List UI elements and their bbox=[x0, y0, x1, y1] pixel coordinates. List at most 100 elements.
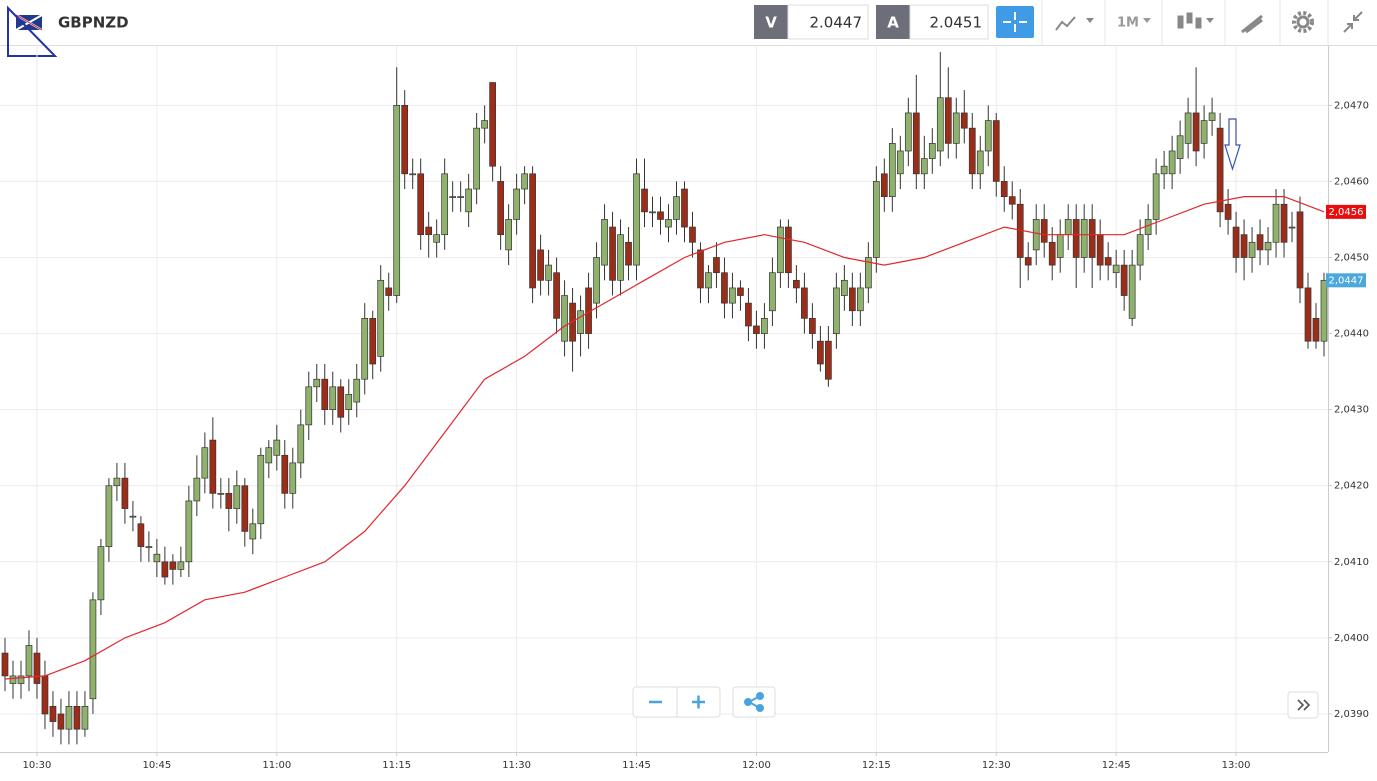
candle-body bbox=[73, 706, 81, 730]
candle-body bbox=[481, 120, 488, 129]
candle-body bbox=[912, 112, 920, 175]
candle-body bbox=[521, 173, 528, 190]
candle-body bbox=[161, 561, 169, 578]
candle-body bbox=[737, 287, 744, 296]
candle-body bbox=[121, 477, 129, 509]
candle-body bbox=[313, 378, 321, 388]
candle-body bbox=[880, 173, 888, 197]
candle-body bbox=[1120, 264, 1128, 296]
candle-body bbox=[345, 394, 353, 411]
candle-body bbox=[1272, 203, 1280, 243]
candle-body bbox=[625, 241, 632, 266]
price-tag-label: 2,0456 bbox=[1329, 207, 1364, 218]
candle-body bbox=[153, 553, 161, 563]
candle-body bbox=[1048, 241, 1056, 266]
candle-body bbox=[1184, 112, 1192, 144]
candle-body bbox=[417, 173, 425, 236]
bid-label: V bbox=[765, 14, 777, 32]
collapse-button[interactable] bbox=[1343, 11, 1363, 33]
candle-body bbox=[185, 500, 193, 563]
timeframe[interactable]: 1M bbox=[1117, 16, 1139, 31]
candle-body bbox=[976, 150, 984, 175]
candle-body bbox=[593, 257, 600, 304]
draw-tool-button[interactable] bbox=[1241, 14, 1263, 34]
candle-body bbox=[777, 226, 784, 274]
candle-body bbox=[209, 439, 217, 494]
grid bbox=[0, 46, 1328, 752]
candle-style-button[interactable] bbox=[1177, 12, 1214, 29]
candle-body bbox=[201, 447, 209, 479]
candle-body bbox=[457, 196, 465, 198]
candle-body bbox=[1040, 219, 1048, 243]
candle-body bbox=[904, 112, 912, 152]
candle-body bbox=[936, 97, 944, 152]
candle-body bbox=[1208, 112, 1216, 121]
candle-body bbox=[1216, 127, 1224, 213]
flag-icon bbox=[15, 14, 43, 31]
candle-body bbox=[928, 143, 936, 159]
header-bar bbox=[0, 0, 1377, 45]
candle-body bbox=[305, 386, 313, 426]
drawing-tool-corner[interactable] bbox=[7, 5, 58, 57]
candle-body bbox=[960, 112, 968, 129]
candle-body bbox=[369, 318, 377, 365]
candle-body bbox=[1256, 234, 1264, 251]
candle-body bbox=[505, 219, 512, 251]
candle-body bbox=[401, 104, 409, 175]
candle-body bbox=[673, 196, 680, 220]
candle-body bbox=[1160, 165, 1168, 175]
candle-body bbox=[1128, 264, 1136, 319]
candle-body bbox=[896, 150, 904, 175]
zoom-in-button[interactable] bbox=[692, 695, 705, 709]
candle-body bbox=[249, 523, 257, 540]
candle-body bbox=[1192, 112, 1200, 152]
x-tick-label: 12:45 bbox=[1102, 760, 1131, 771]
candle-body bbox=[801, 287, 808, 319]
candle-body bbox=[545, 264, 552, 281]
candle-body bbox=[872, 181, 880, 258]
candle-body bbox=[617, 234, 624, 281]
candle-body bbox=[377, 279, 385, 357]
candle-body bbox=[721, 272, 728, 304]
candle-body bbox=[713, 257, 720, 274]
candle-body bbox=[952, 112, 960, 144]
ask-box bbox=[909, 4, 989, 40]
candle-body bbox=[433, 234, 441, 243]
candle-body bbox=[1288, 226, 1296, 229]
candle-body bbox=[968, 127, 976, 175]
candle-body bbox=[1168, 150, 1176, 175]
symbol: GBPNZD bbox=[58, 14, 129, 32]
x-tick-label: 13:00 bbox=[1222, 760, 1251, 771]
candle-body bbox=[9, 675, 17, 684]
scroll-end-button[interactable] bbox=[1297, 699, 1311, 711]
candle-body bbox=[1232, 226, 1240, 258]
candle-body bbox=[105, 485, 113, 547]
candle-body bbox=[809, 318, 816, 334]
candle-body bbox=[785, 226, 792, 274]
x-tick-label: 11:30 bbox=[502, 760, 531, 771]
crosshair-button[interactable] bbox=[996, 6, 1034, 38]
sell-arrow bbox=[1224, 118, 1241, 172]
candle-body bbox=[233, 485, 241, 509]
candle-body bbox=[465, 188, 472, 213]
candle-body bbox=[577, 310, 584, 334]
candle-body bbox=[857, 287, 864, 312]
x-tick-label: 11:45 bbox=[622, 760, 651, 771]
price-tag bbox=[1326, 273, 1366, 288]
y-tick-label: 2,0450 bbox=[1334, 252, 1369, 263]
candle-body bbox=[25, 645, 33, 677]
x-tick-label: 12:00 bbox=[742, 760, 771, 771]
candle-body bbox=[793, 279, 800, 289]
candle-body bbox=[1176, 135, 1184, 159]
chart-type-button[interactable] bbox=[1055, 16, 1094, 31]
candle-body bbox=[41, 675, 49, 715]
candle-body bbox=[1144, 219, 1152, 236]
settings-button[interactable] bbox=[1292, 11, 1314, 33]
timeframe-caret[interactable] bbox=[1143, 18, 1151, 23]
candle-body bbox=[97, 546, 105, 601]
candle-body bbox=[449, 196, 457, 198]
candle-body bbox=[337, 386, 345, 418]
share-button[interactable] bbox=[744, 692, 764, 712]
x-tick-label: 12:30 bbox=[982, 760, 1011, 771]
candle-body bbox=[49, 706, 57, 722]
